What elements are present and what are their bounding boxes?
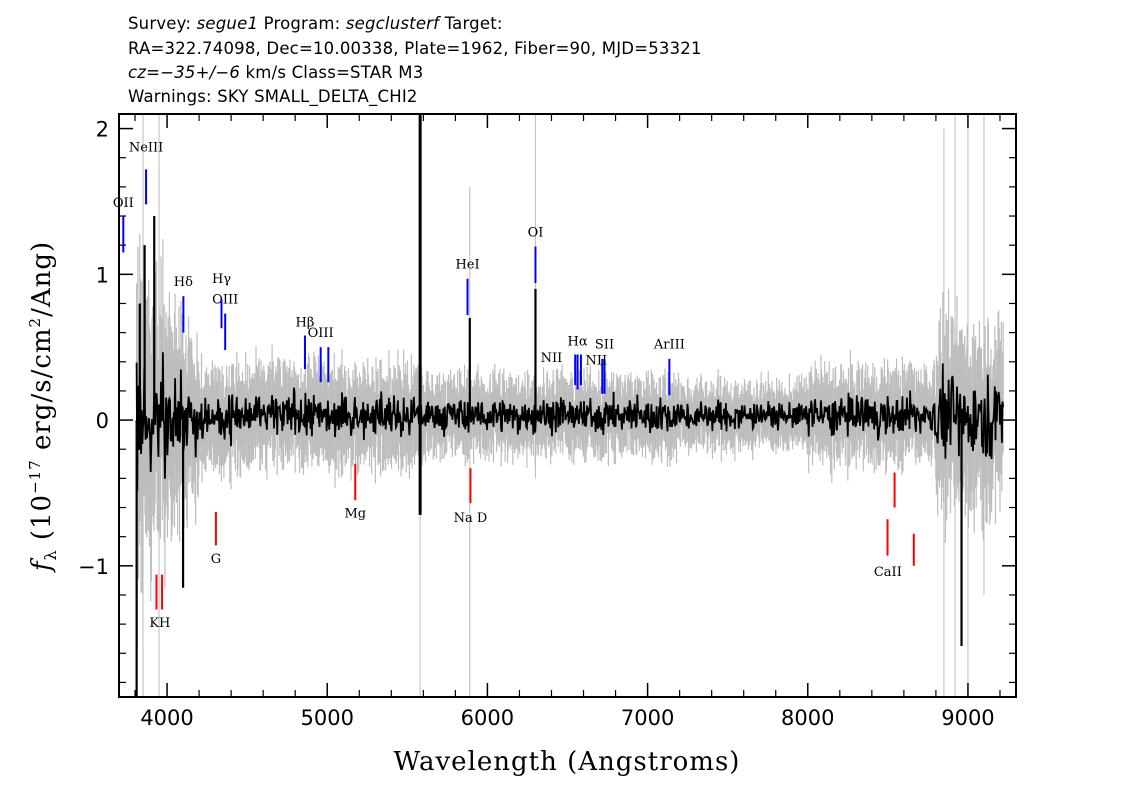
x-axis-label: Wavelength (Angstroms): [394, 747, 741, 777]
emission-label-2: Hδ: [174, 275, 193, 290]
header-line-4: Warnings: SKY SMALL_DELTA_CHI2: [128, 87, 418, 106]
emission-label-15: ArIII: [653, 337, 685, 352]
emission-label-3: OIII: [212, 292, 238, 307]
y-tick-label-1: 0: [96, 409, 109, 433]
header-line-3: cz=−35+/−6 km/s Class=STAR M3: [128, 63, 424, 82]
x-tick-label-5: 9000: [941, 706, 994, 730]
absorption-label-4: CaII: [874, 565, 902, 580]
error-envelope: [136, 233, 1004, 646]
emission-label-nii-a: NII: [541, 351, 563, 366]
flux-line: [135, 352, 1005, 491]
emission-label-8: HeI: [455, 257, 479, 272]
x-tick-label-1: 5000: [301, 706, 354, 730]
absorption-label-2: Mg: [344, 507, 366, 522]
x-tick-label-2: 6000: [461, 706, 514, 730]
emission-label-0: OII: [113, 196, 134, 211]
emission-label-11: Hα: [568, 335, 588, 350]
plot-frame: [118, 113, 1017, 698]
y-tick-label-2: 1: [96, 263, 109, 287]
emission-label-4: Hγ: [212, 272, 231, 287]
y-tick-label-3: 2: [96, 118, 109, 142]
absorption-label-0: KH: [149, 616, 170, 631]
header-line-2: RA=322.74098, Dec=10.00338, Plate=1962, …: [128, 39, 702, 58]
y-tick-label-0: −1: [78, 555, 109, 579]
header-line-1: Survey: segue1 Program: segclusterf Targ…: [128, 14, 503, 33]
emission-label-9: OI: [528, 225, 544, 240]
x-tick-label-0: 4000: [140, 706, 193, 730]
emission-label-14: SII: [595, 337, 614, 352]
x-tick-label-4: 8000: [781, 706, 834, 730]
emission-label-5: Hβ: [296, 316, 315, 331]
absorption-label-3: Na D: [454, 511, 488, 526]
absorption-label-1: G: [211, 552, 221, 567]
x-tick-label-3: 7000: [621, 706, 674, 730]
emission-label-nii-b: NII: [586, 354, 608, 369]
y-axis-label: fλ (10−17 erg/s/cm2/Ang): [26, 241, 60, 573]
emission-label-6: OIII: [308, 326, 334, 341]
emission-label-1: NeIII: [129, 141, 163, 156]
